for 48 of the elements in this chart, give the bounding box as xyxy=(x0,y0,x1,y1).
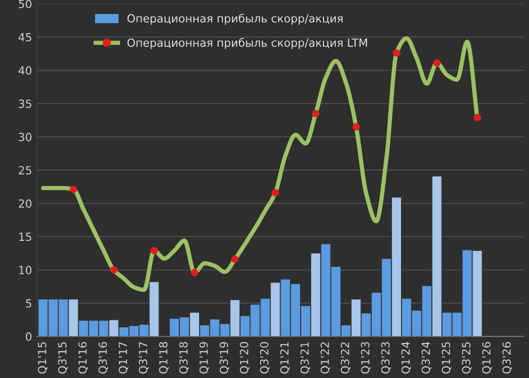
x-tick-label: Q3'19 xyxy=(220,342,230,374)
x-tick-label: Q1'22 xyxy=(320,342,330,374)
x-tick-label: Q1'17 xyxy=(118,342,128,374)
y-tick-label: 5 xyxy=(26,299,32,308)
x-tick-label: Q1'21 xyxy=(280,342,290,374)
point xyxy=(150,246,158,254)
y-tick-label: 10 xyxy=(19,266,32,274)
x-tick-label: Q3'24 xyxy=(422,342,432,374)
point xyxy=(352,123,360,131)
y-tick-label: 25 xyxy=(18,166,32,174)
y-tick-label: 40 xyxy=(18,66,32,75)
x-tick-label: Q1'24 xyxy=(401,342,412,374)
point xyxy=(110,266,118,274)
y-tick-label: 35 xyxy=(18,100,32,108)
point xyxy=(433,59,441,67)
y-tick-label: 30 xyxy=(18,132,32,142)
legend-label: Операционная прибыль скорр/акция xyxy=(127,14,343,25)
x-tick-label: Q1'16 xyxy=(78,342,88,374)
x-tick-label: Q1'26 xyxy=(482,342,492,374)
x-tick-label: Q1'25 xyxy=(442,342,452,374)
x-tick-label: Q3'21 xyxy=(300,342,310,374)
x-tick-label: Q3'23 xyxy=(381,342,391,374)
y-tick-label: 15 xyxy=(19,232,32,242)
point xyxy=(392,49,400,57)
x-tick-label: Q3'22 xyxy=(340,342,350,374)
x-tick-label: Q3'15 xyxy=(58,342,68,374)
x-tick-label: Q3'17 xyxy=(138,342,149,374)
x-tick-label: Q1'19 xyxy=(199,342,210,374)
point xyxy=(70,186,78,194)
y-tick-label: 0 xyxy=(26,332,32,341)
point xyxy=(312,110,320,118)
x-tick-label: Q3'25 xyxy=(462,342,472,374)
x-tick-label: Q3'16 xyxy=(98,342,108,374)
point xyxy=(190,268,198,276)
y-tick-label: 20 xyxy=(18,199,32,208)
point xyxy=(474,114,481,122)
x-tick-label: Q3'20 xyxy=(260,342,270,374)
x-tick-label: Q3'18 xyxy=(179,342,189,374)
point xyxy=(231,256,239,263)
point xyxy=(272,189,279,196)
x-tick-label: Q1'15 xyxy=(38,342,48,374)
x-tick-label: Q1'20 xyxy=(240,342,250,374)
legend-label: Операционная прибыль скорр/акция LTM xyxy=(127,38,367,49)
x-tick-label: Q1'23 xyxy=(361,342,371,374)
x-tick-label: Q3'26 xyxy=(502,342,512,374)
y-tick-label: 45 xyxy=(18,33,32,42)
y-tick-label: 50 xyxy=(18,0,32,8)
x-tick-label: Q1'18 xyxy=(159,342,169,374)
